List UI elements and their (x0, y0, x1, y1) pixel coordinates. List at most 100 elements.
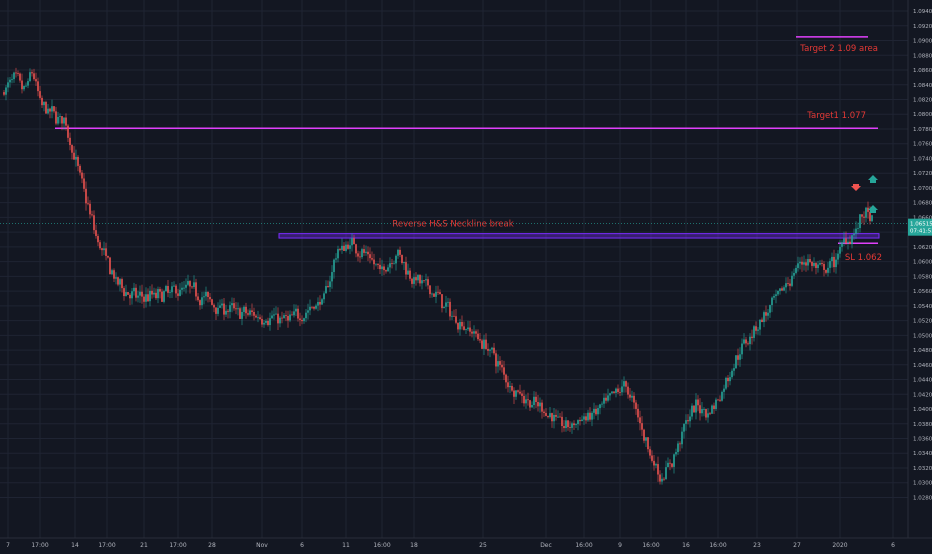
candle-body (765, 312, 767, 316)
price-tick-label: 1.04800 (913, 348, 932, 354)
candle-body (221, 303, 223, 306)
candle-body (23, 85, 25, 90)
candle-body (609, 393, 611, 396)
time-tick-label: 14 (71, 542, 79, 549)
candle-body (377, 263, 379, 265)
time-tick-label: 6 (891, 542, 895, 549)
candle-body (559, 416, 561, 418)
candle-body (237, 308, 239, 310)
candle-body (751, 336, 753, 338)
candle-body (867, 207, 869, 212)
candle-body (833, 256, 835, 268)
candle-body (553, 414, 555, 422)
candle-body (477, 333, 479, 340)
candle-body (813, 263, 815, 266)
candle-body (63, 117, 65, 124)
price-tick-label: 1.07000 (913, 186, 932, 192)
candle-body (85, 188, 87, 204)
candle-body (547, 415, 549, 418)
candle-body (607, 395, 609, 401)
candle-body (315, 305, 317, 309)
candle-body (301, 319, 303, 322)
candle-body (51, 106, 53, 112)
candle-body (809, 259, 811, 262)
candle-body (33, 73, 35, 80)
candle-body (635, 402, 637, 409)
candle-body (57, 116, 59, 124)
candle-body (821, 263, 823, 264)
candle-body (777, 290, 779, 295)
candle-body (373, 259, 375, 265)
candle-body (671, 463, 673, 467)
candle-body (351, 238, 353, 246)
candle-body (137, 295, 139, 298)
candle-body (683, 423, 685, 432)
candle-body (571, 423, 573, 428)
candle-body (551, 413, 553, 422)
candle-body (249, 310, 251, 315)
candle-body (517, 390, 519, 392)
candle-body (181, 287, 183, 290)
candle-body (535, 396, 537, 402)
candle-body (715, 399, 717, 409)
candle-body (135, 287, 137, 298)
candle-body (581, 419, 583, 422)
current-price-tag (908, 218, 932, 236)
candle-body (697, 399, 699, 406)
time-tick-label: 17:00 (31, 542, 48, 549)
candle-body (47, 108, 49, 114)
time-tick-label: 16:00 (575, 542, 592, 549)
neckline-zone: Reverse H&S Neckline break (278, 220, 880, 239)
candle-body (503, 367, 505, 375)
candle-body (91, 214, 93, 216)
candle-body (321, 299, 323, 305)
time-tick-label: 16 (682, 542, 690, 549)
price-tick-label: 1.04600 (913, 363, 932, 369)
candle-body (453, 315, 455, 317)
candle-body (829, 261, 831, 268)
candle-body (685, 420, 687, 424)
candle-body (171, 286, 173, 293)
candle-body (513, 390, 515, 397)
candle-body (761, 319, 763, 323)
candle-body (31, 72, 33, 74)
candle-body (271, 315, 273, 319)
candle-body (615, 388, 617, 393)
candle-body (651, 455, 653, 461)
candle-body (481, 340, 483, 349)
candle-body (673, 454, 675, 467)
candle-body (3, 92, 5, 95)
candle-body (61, 116, 63, 124)
candle-body (381, 266, 383, 270)
candle-body (693, 405, 695, 413)
candle-body (557, 416, 559, 418)
price-tick-label: 1.03800 (913, 422, 932, 428)
candle-body (143, 296, 145, 302)
candle-body (37, 81, 39, 92)
candle-body (723, 388, 725, 392)
candle-body (469, 327, 471, 332)
candle-body (439, 292, 441, 295)
candle-body (529, 400, 531, 408)
candle-body (797, 263, 799, 268)
candle-body (95, 230, 97, 236)
candle-body (369, 254, 371, 259)
candle-body (403, 262, 405, 264)
candle-body (467, 327, 469, 330)
price-tick-label: 1.05600 (913, 289, 932, 295)
candle-body (389, 263, 391, 268)
candle-body (195, 282, 197, 297)
candle-body (441, 294, 443, 309)
price-tick-label: 1.08800 (913, 53, 932, 59)
candle-body (27, 81, 29, 86)
candle-body (331, 272, 333, 282)
time-tick-label: 28 (208, 542, 216, 549)
candle-body (455, 316, 457, 323)
price-tick-label: 1.03400 (913, 451, 932, 457)
time-tick-label: 17:00 (169, 542, 186, 549)
candle-body (619, 392, 621, 393)
candle-body (395, 255, 397, 264)
candle-body (643, 429, 645, 441)
candle-body (291, 314, 293, 316)
